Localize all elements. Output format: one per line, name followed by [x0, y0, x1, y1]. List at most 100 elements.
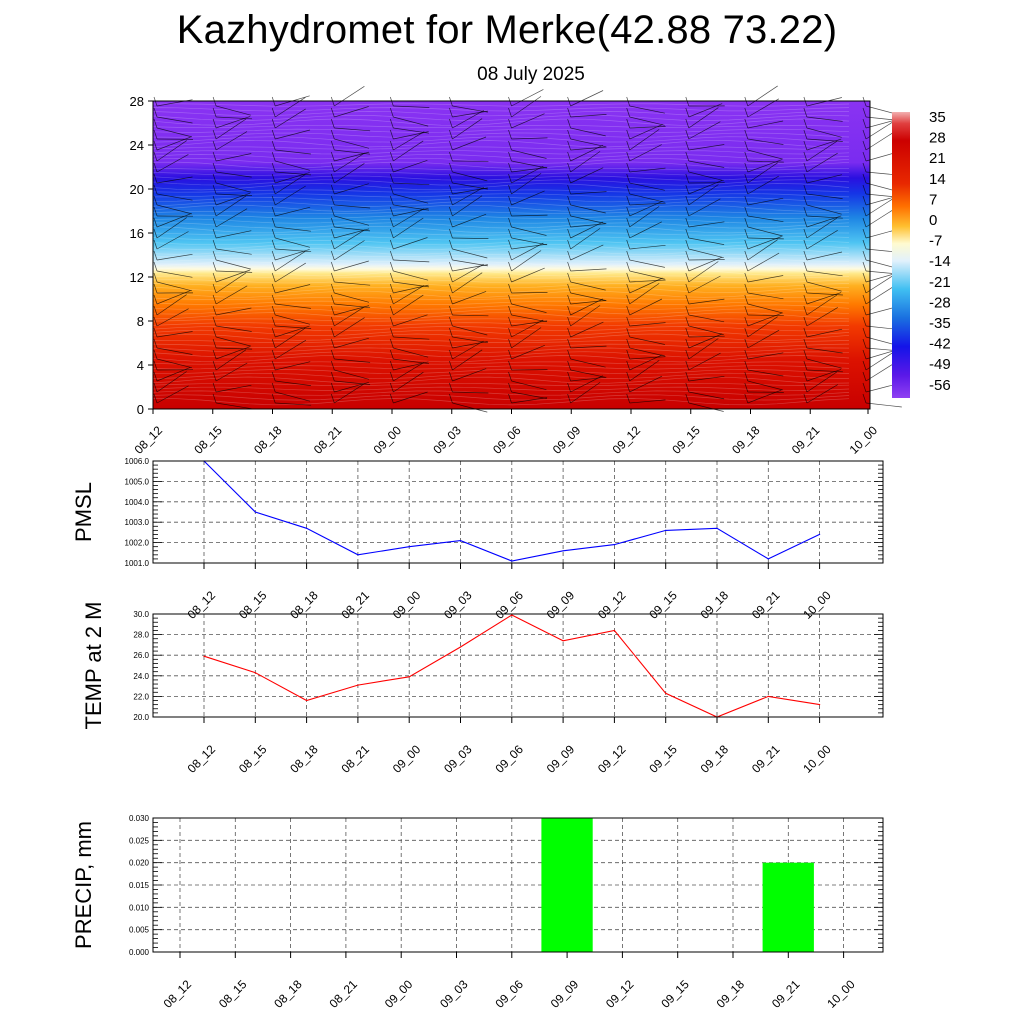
wind-barb-shaft [688, 335, 725, 338]
wind-barb-shaft [511, 226, 547, 236]
wind-barb-shaft [629, 259, 665, 268]
wind-barb-feather [508, 228, 512, 239]
wind-barb-feather [508, 118, 512, 129]
wind-barb-shaft [216, 230, 252, 239]
wind-barb-feather [212, 261, 217, 272]
wind-barb-feather [508, 261, 512, 272]
x-tick-label: 09_09 [544, 588, 578, 622]
wind-barb-shaft [806, 215, 843, 219]
wind-barb-shaft [688, 391, 725, 400]
wind-barb-shaft [629, 283, 660, 305]
contour-line [152, 394, 850, 401]
wind-barb-feather [449, 371, 453, 382]
wind-barb-feather [508, 151, 512, 162]
wind-barb-feather [330, 217, 335, 228]
wind-barb-feather [685, 107, 690, 118]
y-tick-label: 12 [130, 270, 144, 285]
wind-barb-feather [153, 195, 158, 206]
wind-barb-feather [626, 239, 631, 250]
wind-barb-shaft [452, 213, 487, 228]
wind-barb-feather [862, 151, 867, 162]
wind-barb-shaft [688, 402, 724, 412]
wind-barb-shaft [393, 362, 425, 382]
colorbar-label: -42 [929, 336, 951, 353]
wind-barb-shaft [215, 269, 251, 283]
wind-barb-feather [567, 327, 571, 338]
wind-barb-feather [271, 140, 276, 151]
contour-line [152, 103, 850, 107]
wind-barb-feather [862, 228, 867, 239]
wind-barb-shaft [393, 116, 429, 127]
wind-barb-shaft [156, 270, 193, 278]
wind-barb-shaft [156, 358, 192, 369]
wind-barb-shaft [570, 215, 606, 224]
wind-barb-feather [862, 393, 867, 404]
wind-barb-shaft [747, 162, 778, 184]
x-tick-label: 08_12 [161, 977, 195, 1011]
wind-barb-feather [389, 184, 394, 195]
data-point [254, 672, 256, 674]
wind-barb-feather [567, 228, 571, 239]
wind-barb-feather [212, 294, 217, 305]
wind-barb-shaft [570, 376, 607, 382]
wind-barb-shaft [511, 303, 547, 313]
wind-barb-shaft [275, 284, 311, 294]
wind-barb-shaft [452, 402, 488, 413]
wind-barb-feather [862, 327, 867, 338]
wind-barb-shaft [334, 292, 370, 303]
wind-barb-shaft [629, 354, 663, 371]
wind-barb-feather [803, 294, 808, 305]
wind-barb-feather [330, 162, 335, 173]
wind-barb-feather [330, 151, 335, 162]
wind-barb-feather [330, 272, 335, 283]
wind-barb-shaft [806, 230, 838, 250]
wind-barb-feather [153, 338, 158, 349]
wind-barb-shaft [747, 369, 784, 377]
wind-barb-shaft [452, 272, 483, 294]
wind-barb-shaft [334, 281, 371, 286]
wind-barb-shaft [865, 402, 902, 408]
x-tick-label: 08_18 [271, 977, 305, 1011]
wind-barb-shaft [629, 206, 660, 228]
wind-barb-shaft [156, 294, 187, 316]
wind-barb-shaft [452, 171, 488, 182]
wind-barb-feather [567, 195, 571, 206]
data-point [562, 640, 564, 642]
wind-barb-shaft [216, 153, 252, 162]
wind-barb-shaft [156, 176, 193, 184]
wind-barb-feather [330, 327, 335, 338]
wind-barb-feather [330, 360, 335, 371]
wind-barb-shaft [747, 120, 784, 129]
wind-barb-shaft [570, 298, 603, 316]
contour-line [152, 140, 850, 148]
y-tick-label: 28.0 [133, 631, 149, 640]
y-tick-label: 28 [130, 94, 144, 109]
wind-barb-shaft [570, 358, 606, 368]
wind-barb-feather [153, 184, 158, 195]
wind-barb-feather [508, 305, 512, 316]
wind-barb-shaft [334, 229, 365, 250]
wind-barb-feather [862, 184, 867, 195]
data-point [819, 704, 821, 706]
y-tick-label: 30.0 [133, 610, 149, 619]
wind-barb-feather [744, 173, 749, 184]
x-tick-label: 09_12 [595, 588, 629, 622]
wind-barb-feather [153, 206, 158, 217]
x-tick-label: 09_21 [749, 742, 783, 776]
wind-barb-shaft [570, 146, 607, 151]
wind-barb-feather [862, 349, 867, 360]
wind-barb-feather [803, 184, 808, 195]
contour-line [152, 161, 850, 169]
wind-barb-feather [862, 338, 867, 349]
wind-barb-feather [685, 327, 690, 338]
contour-line [152, 107, 850, 112]
wind-barb-feather [744, 283, 749, 294]
wind-barb-shaft [334, 240, 365, 261]
y-tick-label: 0.015 [129, 881, 150, 890]
contour-line [152, 240, 850, 246]
wind-barb-feather [803, 371, 808, 382]
wind-barb-shaft [511, 173, 542, 195]
x-tick-label: 09_18 [698, 742, 732, 776]
wind-barb-shaft [629, 124, 663, 140]
wind-barb-feather [389, 228, 394, 239]
